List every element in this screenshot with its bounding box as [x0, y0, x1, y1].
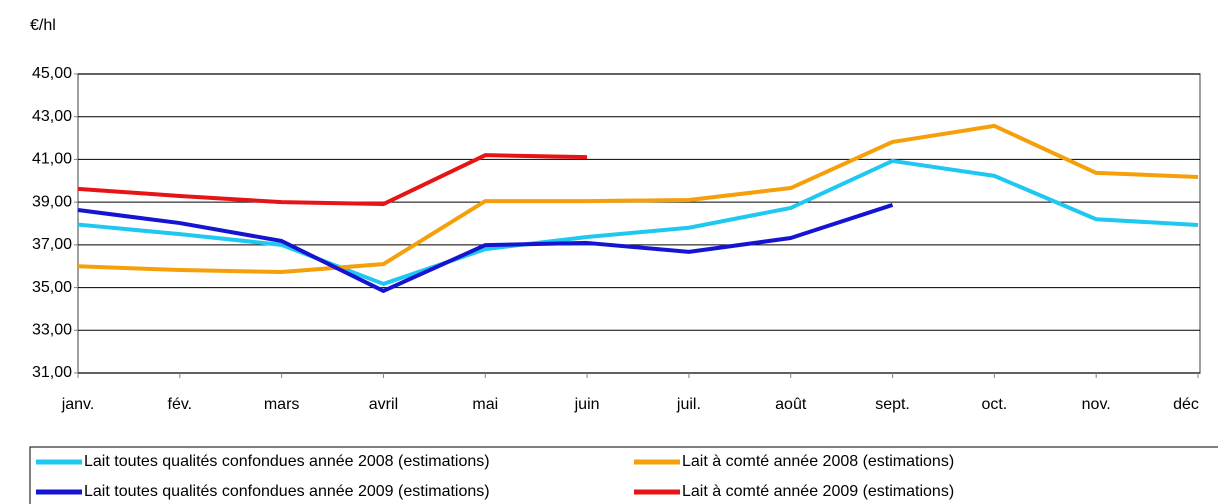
x-tick-label: mars — [264, 396, 300, 413]
legend-label: Lait toutes qualités confondues année 20… — [84, 483, 490, 500]
y-tick-label: 37,00 — [32, 236, 72, 253]
y-axis-label: €/hl — [30, 17, 56, 34]
x-tick-label: sept. — [875, 396, 910, 413]
x-tick-label: déc — [1173, 396, 1199, 413]
x-tick-label: mai — [472, 396, 498, 413]
x-tick-label: juin — [574, 396, 600, 413]
y-tick-label: 41,00 — [32, 151, 72, 168]
series-line — [77, 158, 1199, 286]
series-line — [77, 203, 894, 293]
x-tick-label: nov. — [1082, 396, 1111, 413]
x-tick-label: fév. — [168, 396, 193, 413]
legend-label: Lait à comté année 2008 (estimations) — [682, 453, 954, 470]
y-tick-label: 31,00 — [32, 364, 72, 381]
y-tick-label: 35,00 — [32, 279, 72, 296]
legend-label: Lait toutes qualités confondues année 20… — [84, 453, 490, 470]
y-tick-label: 45,00 — [32, 65, 72, 82]
legend-label: Lait à comté année 2009 (estimations) — [682, 483, 954, 500]
x-tick-label: août — [775, 396, 807, 413]
plot-frame — [77, 73, 1201, 374]
y-tick-label: 33,00 — [32, 322, 72, 339]
x-tick-label: oct. — [981, 396, 1007, 413]
x-tick-label: juil. — [676, 396, 701, 413]
x-tick-label: janv. — [61, 396, 95, 413]
y-tick-label: 43,00 — [32, 108, 72, 125]
series-line — [77, 153, 588, 207]
legend-frame — [29, 446, 1218, 504]
y-tick-label: 39,00 — [32, 193, 72, 210]
x-tick-label: avril — [369, 396, 398, 413]
series-line — [77, 123, 1199, 274]
